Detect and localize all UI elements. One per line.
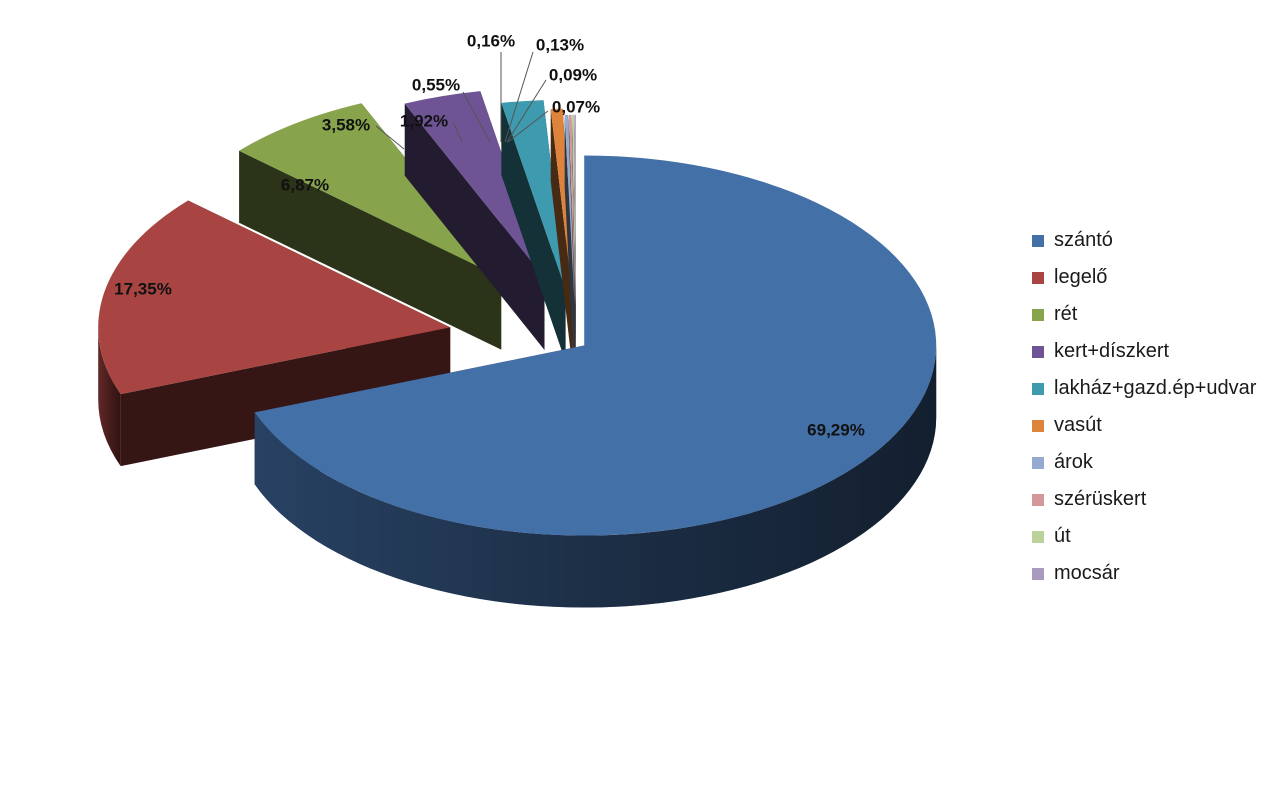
legend-swatch <box>1032 308 1044 321</box>
legend-swatch <box>1032 493 1044 506</box>
legend-label: szérüskert <box>1054 488 1147 510</box>
leader-line-8 <box>504 51 534 143</box>
data-label-10: 0,07% <box>552 97 600 116</box>
data-label-9: 0,09% <box>549 65 597 84</box>
legend-swatch <box>1032 234 1044 247</box>
legend-swatch <box>1032 530 1044 543</box>
legend-item-1: szántó <box>1032 222 1256 259</box>
labels-layer: 69,29% 17,35% 6,87% 3,58% 1,92% 0,55% 0,16% 0,1… <box>114 31 865 439</box>
legend-item-9: út <box>1032 518 1256 555</box>
legend-swatch <box>1032 456 1044 469</box>
legend-label: árok <box>1054 451 1093 473</box>
pie-slice-3 <box>239 103 502 350</box>
data-label-4: 3,58% <box>322 115 370 134</box>
slices-layer <box>98 91 937 608</box>
legend-item-6: vasút <box>1032 407 1256 444</box>
data-label-6: 0,55% <box>412 75 460 94</box>
legend-swatch <box>1032 345 1044 358</box>
legend-swatch <box>1032 567 1044 580</box>
legend-item-3: rét <box>1032 296 1256 333</box>
leader-line-6 <box>462 91 491 143</box>
data-label-8: 0,13% <box>536 35 584 54</box>
legend-label: út <box>1054 525 1071 547</box>
data-label-2: 17,35% <box>114 279 172 298</box>
pie-slice-7 <box>564 114 575 377</box>
legend-label: kert+díszkert <box>1054 340 1170 362</box>
legend-label: lakház+gazd.ép+udvar <box>1054 377 1257 399</box>
pie-slice-5 <box>501 100 566 362</box>
leader-line-9 <box>506 79 547 143</box>
legend-swatch <box>1032 382 1044 395</box>
legend-item-2: legelő <box>1032 259 1256 296</box>
data-label-1: 69,29% <box>807 420 865 439</box>
legend-item-5: lakház+gazd.ép+udvar <box>1032 370 1256 407</box>
legend-label: rét <box>1054 303 1078 325</box>
leader-line-5 <box>452 121 463 143</box>
data-label-5: 1,92% <box>400 111 448 130</box>
pie-slice-2 <box>98 200 451 467</box>
legend-label: mocsár <box>1054 562 1120 584</box>
legend-item-8: szérüskert <box>1032 481 1256 518</box>
legend-swatch <box>1032 419 1044 432</box>
legend-item-7: árok <box>1032 444 1256 481</box>
data-label-7: 0,16% <box>467 31 515 50</box>
leader-line-10 <box>507 110 549 143</box>
pie-slice-4 <box>404 91 545 350</box>
legend-swatch <box>1032 271 1044 284</box>
leader-line-4 <box>375 125 405 150</box>
pie-slice-1 <box>254 155 937 608</box>
legend-label: vasút <box>1054 414 1102 436</box>
legend-label: szántó <box>1054 229 1113 251</box>
legend: szántó legelő rét kert+díszkert lakház+gazd.… <box>1032 222 1256 592</box>
legend-item-10: mocsár <box>1032 555 1256 592</box>
legend-label: legelő <box>1054 266 1108 288</box>
legend-item-4: kert+díszkert <box>1032 333 1256 370</box>
data-label-3: 6,87% <box>281 175 329 194</box>
